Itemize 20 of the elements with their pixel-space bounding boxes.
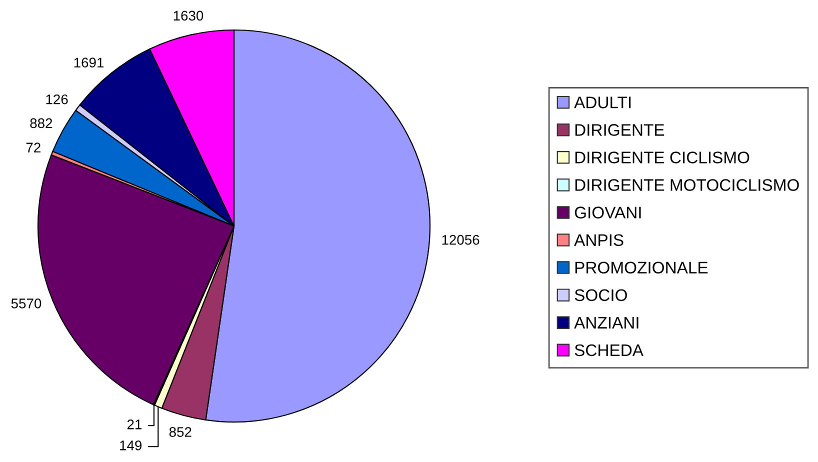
legend-label: DIRIGENTE [575, 124, 664, 136]
data-label: 149 [120, 440, 142, 450]
legend-label: SOCIO [574, 289, 627, 302]
legend-label: PROMOZIONALE [575, 262, 708, 274]
data-label: 1630 [174, 10, 204, 21]
legend-label: DIRIGENTE CICLISMO [575, 152, 750, 164]
legend-label: ANZIANI [574, 316, 638, 328]
data-label: 12056 [442, 234, 480, 245]
data-label: 5570 [11, 298, 42, 308]
data-label: 72 [26, 142, 40, 152]
data-label: 852 [169, 427, 192, 437]
legend-label: GIOVANI [574, 206, 641, 218]
legend-label: SCHEDA [574, 344, 644, 356]
data-label: 126 [46, 94, 68, 104]
legend-label: ADULTI [574, 96, 631, 108]
data-label: 21 [127, 420, 142, 430]
legend-label: ANPIS [574, 234, 624, 246]
data-label: 882 [30, 118, 52, 128]
legend-label: DIRIGENTE MOTOCICLISMO [575, 179, 799, 191]
data-label: 1691 [74, 58, 104, 68]
